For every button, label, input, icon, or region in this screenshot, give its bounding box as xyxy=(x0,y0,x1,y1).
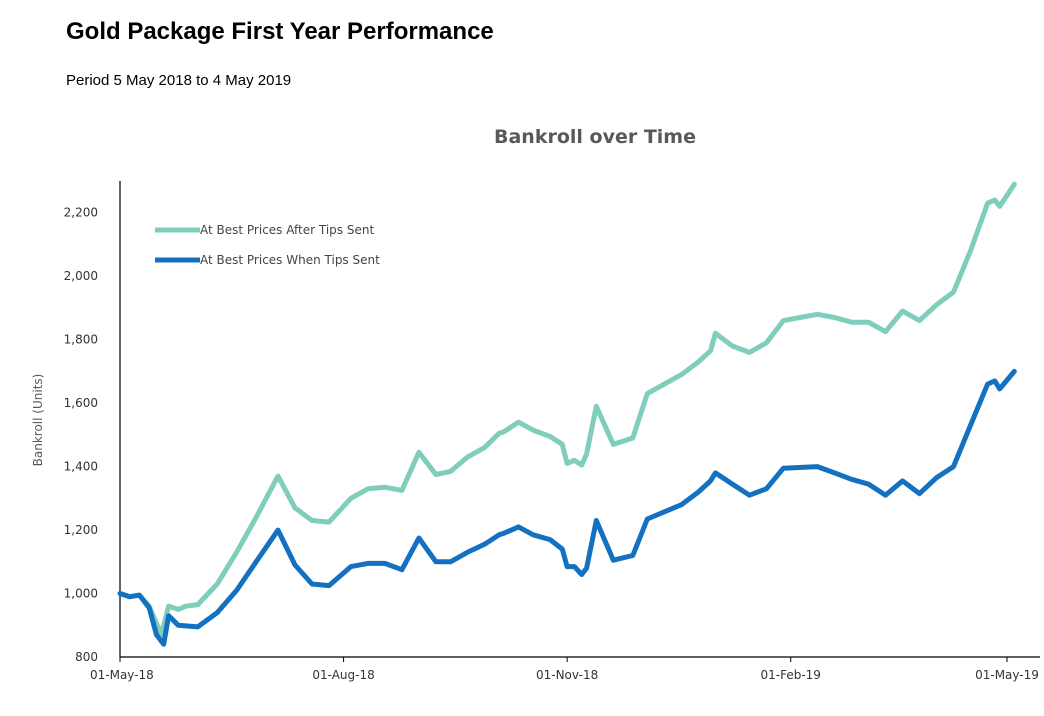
legend-label-1: At Best Prices After Tips Sent xyxy=(200,223,374,237)
x-tick-label: 01-Feb-19 xyxy=(760,668,820,682)
legend-label-2: At Best Prices When Tips Sent xyxy=(200,253,380,267)
page-heading: Gold Package First Year Performance xyxy=(66,18,494,45)
y-tick-label: 2,000 xyxy=(64,269,98,283)
legend: At Best Prices After Tips Sent At Best Pr… xyxy=(155,223,380,267)
x-tick-label: 01-May-18 xyxy=(90,668,154,682)
y-tick-label: 1,400 xyxy=(64,460,98,474)
chart-title: Bankroll over Time xyxy=(494,126,696,148)
x-axis: 01-May-18 01-Aug-18 01-Nov-18 01-Feb-19 01-M… xyxy=(90,656,1040,682)
series-layer xyxy=(117,181,1017,647)
x-tick-label: 01-Nov-18 xyxy=(536,668,598,682)
y-axis: 800 1,000 1,200 1,400 1,600 1,800 2,000 2,200 xyxy=(64,181,121,664)
series-line-1 xyxy=(117,181,1017,638)
x-tick-label: 01-May-19 xyxy=(975,668,1039,682)
y-tick-label: 1,800 xyxy=(64,333,98,347)
y-tick-label: 1,200 xyxy=(64,523,98,537)
y-tick-label: 1,600 xyxy=(64,396,98,410)
x-tick-label: 01-Aug-18 xyxy=(312,668,374,682)
y-axis-label: Bankroll (Units) xyxy=(31,374,45,467)
y-tick-label: 800 xyxy=(75,650,98,664)
y-tick-label: 2,200 xyxy=(64,206,98,220)
y-tick-label: 1,000 xyxy=(64,587,98,601)
series-line-2 xyxy=(117,368,1017,647)
period-subtitle: Period 5 May 2018 to 4 May 2019 xyxy=(66,72,292,89)
